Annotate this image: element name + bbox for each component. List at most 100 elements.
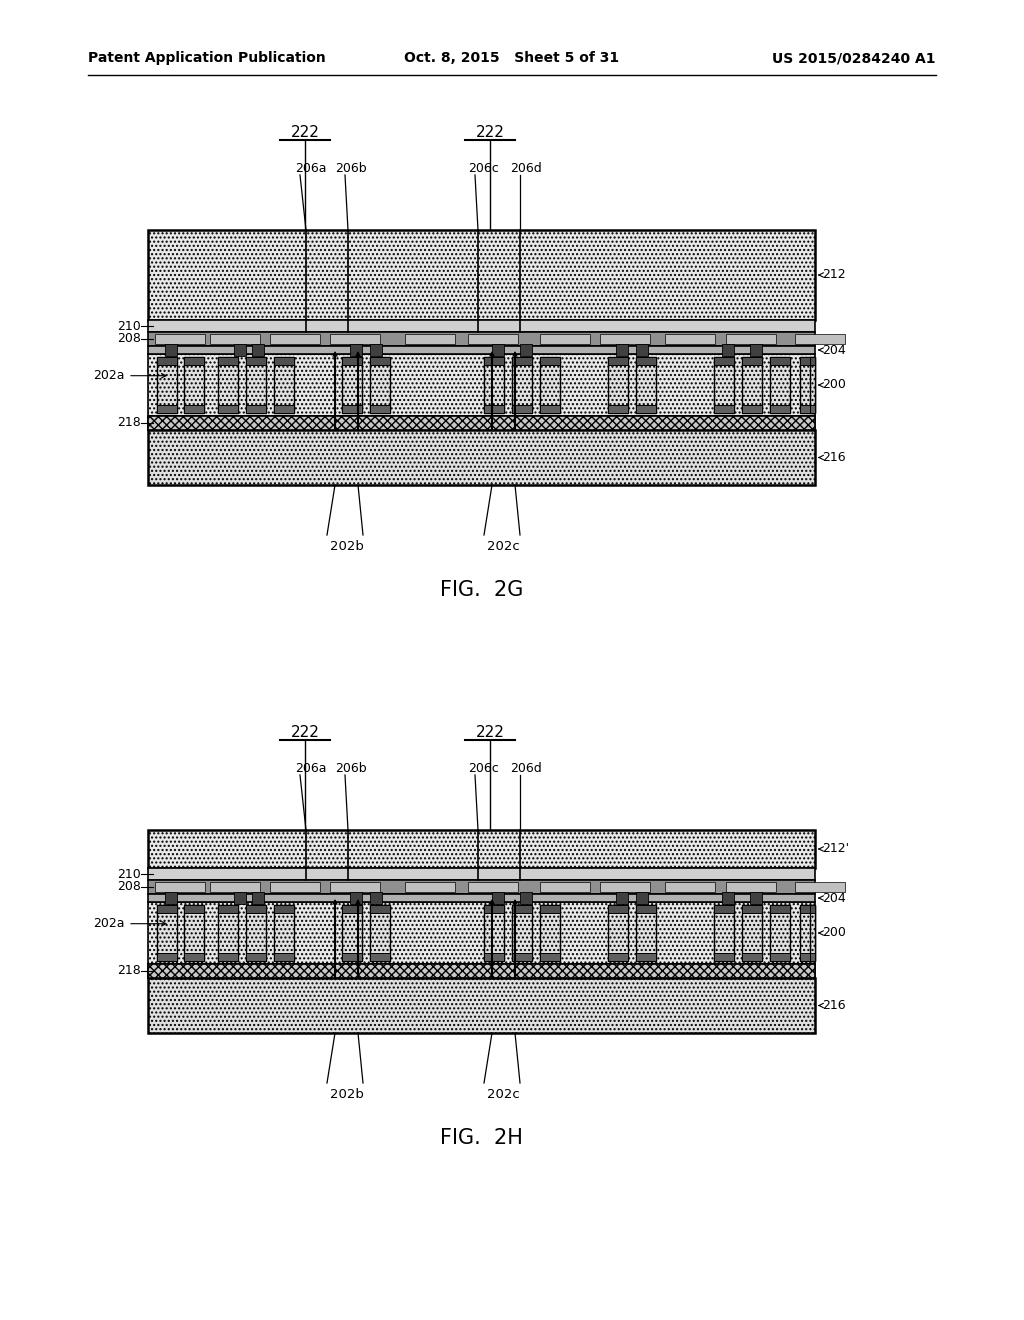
Text: 210: 210 <box>118 319 141 333</box>
Bar <box>157 906 177 913</box>
Bar <box>148 319 815 333</box>
Bar <box>270 882 319 892</box>
Bar <box>406 334 455 345</box>
Bar <box>148 964 815 978</box>
Text: 204: 204 <box>822 343 846 356</box>
Bar <box>246 906 266 961</box>
Bar <box>742 405 762 413</box>
Bar <box>246 906 266 913</box>
Bar <box>148 416 815 430</box>
Bar <box>350 345 362 356</box>
Bar <box>540 334 590 345</box>
Bar <box>726 334 776 345</box>
Text: US 2015/0284240 A1: US 2015/0284240 A1 <box>772 51 936 65</box>
Bar <box>795 882 845 892</box>
Bar <box>157 356 177 366</box>
Bar <box>370 892 382 904</box>
Bar <box>246 356 266 413</box>
Bar <box>770 405 790 413</box>
Bar <box>714 953 734 961</box>
Text: 202a: 202a <box>93 370 125 383</box>
Text: 206b: 206b <box>335 762 367 775</box>
Text: 206d: 206d <box>510 162 542 176</box>
Bar <box>330 882 380 892</box>
Bar <box>512 405 532 413</box>
Bar <box>148 346 815 354</box>
Text: 202a: 202a <box>93 917 125 931</box>
Text: 218: 218 <box>118 965 141 978</box>
Text: 206c: 206c <box>468 762 499 775</box>
Bar <box>148 333 815 346</box>
Bar <box>600 882 650 892</box>
Bar <box>274 906 294 913</box>
Bar <box>246 356 266 366</box>
Bar <box>157 906 177 961</box>
Bar <box>540 882 590 892</box>
Bar <box>155 882 205 892</box>
Bar <box>810 906 815 961</box>
Bar <box>770 356 790 366</box>
Bar <box>608 906 628 913</box>
Bar <box>800 405 815 413</box>
Text: 218: 218 <box>118 417 141 429</box>
Bar <box>218 953 238 961</box>
Bar <box>218 906 238 913</box>
Bar <box>148 230 815 319</box>
Bar <box>484 906 504 913</box>
Bar <box>342 356 362 413</box>
Bar <box>342 906 362 961</box>
Bar <box>742 356 762 413</box>
Bar <box>608 356 628 366</box>
Text: 212: 212 <box>822 268 846 281</box>
Bar <box>148 430 815 484</box>
Bar <box>330 334 380 345</box>
Bar <box>512 906 532 913</box>
Bar <box>616 892 628 904</box>
Bar <box>800 906 815 961</box>
Bar <box>342 906 362 913</box>
Bar <box>184 906 204 961</box>
Bar <box>484 356 504 366</box>
Bar <box>770 356 790 413</box>
Bar <box>165 892 177 904</box>
Text: 208: 208 <box>117 880 141 894</box>
Bar <box>492 345 504 356</box>
Bar <box>540 906 560 961</box>
Bar <box>252 892 264 904</box>
Bar <box>770 906 790 961</box>
Bar <box>350 892 362 904</box>
Text: 206c: 206c <box>468 162 499 176</box>
Bar <box>274 356 294 366</box>
Text: 204: 204 <box>822 891 846 904</box>
Bar <box>155 334 205 345</box>
Bar <box>608 405 628 413</box>
Bar <box>750 345 762 356</box>
Bar <box>342 356 362 366</box>
Bar <box>636 345 648 356</box>
Bar <box>810 356 815 413</box>
Text: 216: 216 <box>822 999 846 1012</box>
Bar <box>274 953 294 961</box>
Bar <box>520 345 532 356</box>
Bar <box>274 906 294 961</box>
Text: 222: 222 <box>291 125 319 140</box>
Bar <box>636 953 656 961</box>
Bar <box>616 345 628 356</box>
Bar <box>157 953 177 961</box>
Bar <box>608 356 628 413</box>
Bar <box>406 882 455 892</box>
Bar <box>540 356 560 413</box>
Bar <box>468 334 518 345</box>
Bar <box>722 345 734 356</box>
Bar <box>714 356 734 413</box>
Bar <box>148 354 815 416</box>
Bar <box>246 405 266 413</box>
Bar <box>636 356 656 366</box>
Text: 212': 212' <box>822 842 849 855</box>
Bar <box>157 356 177 413</box>
Bar <box>540 906 560 913</box>
Bar <box>810 906 815 913</box>
Bar <box>270 334 319 345</box>
Bar <box>512 356 532 366</box>
Bar <box>512 953 532 961</box>
